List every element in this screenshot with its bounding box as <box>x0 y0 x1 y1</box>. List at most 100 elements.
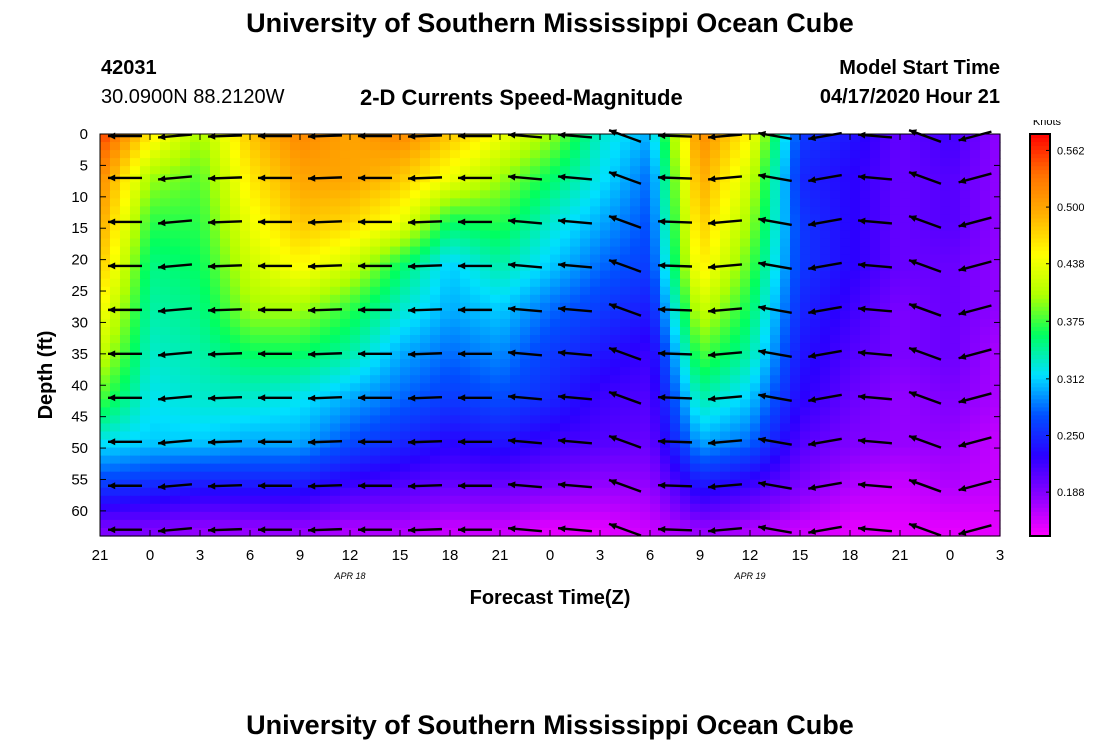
heatmap-cell <box>120 182 131 191</box>
heatmap-cell <box>730 182 741 191</box>
heatmap-cell <box>740 343 751 352</box>
heatmap-cell <box>490 399 501 408</box>
heatmap-cell <box>350 479 361 489</box>
heatmap-cell <box>700 238 711 248</box>
heatmap-cell <box>560 270 571 280</box>
heatmap-cell <box>150 375 161 384</box>
heatmap-cell <box>960 455 971 465</box>
heatmap-cell <box>830 182 841 191</box>
heatmap-cell <box>180 495 191 505</box>
heatmap-cell <box>290 503 301 513</box>
heatmap-cell <box>300 222 311 232</box>
heatmap-cell <box>310 254 321 264</box>
heatmap-cell <box>820 206 831 215</box>
heatmap-cell <box>170 487 181 497</box>
heatmap-cell <box>420 302 431 312</box>
heatmap-cell <box>520 142 531 151</box>
heatmap-cell <box>920 391 931 400</box>
heatmap-cell <box>630 286 641 296</box>
heatmap-cell <box>130 439 141 449</box>
heatmap-cell <box>820 278 831 288</box>
heatmap-cell <box>910 198 921 207</box>
heatmap-cell <box>220 415 231 425</box>
heatmap-cell <box>370 399 381 408</box>
heatmap-cell <box>250 519 261 529</box>
heatmap-cell <box>670 318 681 328</box>
heatmap-cell <box>120 439 131 449</box>
heatmap-cell <box>330 326 341 336</box>
heatmap-cell <box>410 182 421 191</box>
heatmap-cell <box>520 391 531 400</box>
heatmap-cell <box>460 198 471 207</box>
heatmap-cell <box>330 471 341 481</box>
heatmap-cell <box>850 407 861 416</box>
heatmap-cell <box>590 230 601 240</box>
heatmap-cell <box>150 439 161 449</box>
heatmap-cell <box>100 206 111 215</box>
heatmap-cell <box>110 222 121 232</box>
heatmap-cell <box>830 150 841 159</box>
heatmap-cell <box>410 479 421 489</box>
heatmap-cell <box>480 270 491 280</box>
heatmap-cell <box>170 367 181 376</box>
heatmap-cell <box>710 302 721 312</box>
heatmap-cell <box>890 222 901 232</box>
heatmap-cell <box>880 447 891 457</box>
heatmap-cell <box>410 455 421 465</box>
heatmap-cell <box>110 407 121 416</box>
heatmap-cell <box>810 166 821 175</box>
heatmap-cell <box>680 190 691 199</box>
current-vector <box>657 174 693 182</box>
heatmap-cell <box>100 254 111 264</box>
heatmap-cell <box>720 270 731 280</box>
heatmap-cell <box>170 415 181 425</box>
heatmap-cell <box>170 391 181 400</box>
vector-head <box>208 132 216 140</box>
heatmap-cell <box>840 367 851 376</box>
heatmap-cell <box>220 383 231 392</box>
heatmap-cell <box>410 447 421 457</box>
heatmap-cell <box>920 238 931 248</box>
heatmap-cell <box>590 527 601 537</box>
heatmap-cell <box>770 310 781 320</box>
heatmap-cell <box>840 487 851 497</box>
current-vector <box>258 394 292 402</box>
heatmap-cell <box>640 383 651 392</box>
heatmap-cell <box>700 326 711 336</box>
heatmap-cell <box>430 206 441 215</box>
heatmap-cell <box>170 351 181 360</box>
heatmap-cell <box>420 190 431 199</box>
vector-head <box>858 305 866 313</box>
heatmap-cell <box>380 439 391 449</box>
heatmap-cell <box>660 423 671 433</box>
heatmap-cell <box>490 206 501 215</box>
heatmap-cell <box>990 222 1001 232</box>
heatmap-cell <box>930 238 941 248</box>
heatmap-cell <box>300 519 311 529</box>
heatmap-cell <box>480 351 491 360</box>
heatmap-cell <box>500 479 511 489</box>
current-vector <box>808 393 842 403</box>
heatmap-cell <box>470 278 481 288</box>
vector-head <box>358 438 366 446</box>
heatmap-cell <box>750 142 761 151</box>
heatmap-cell <box>900 335 911 344</box>
heatmap-cell <box>980 206 991 215</box>
heatmap-cell <box>340 246 351 256</box>
heatmap-cell <box>890 286 901 296</box>
heatmap-cell <box>130 463 141 473</box>
vector-head <box>408 132 416 140</box>
heatmap-cell <box>260 335 271 344</box>
heatmap-cell <box>210 206 221 215</box>
heatmap-cell <box>180 503 191 513</box>
heatmap-cell <box>330 222 341 232</box>
heatmap-cell <box>310 519 321 529</box>
heatmap-cell <box>580 511 591 521</box>
heatmap-cell <box>950 214 961 224</box>
heatmap-cell <box>370 182 381 191</box>
heatmap-cell <box>200 343 211 352</box>
heatmap-cell <box>930 351 941 360</box>
heatmap-cell <box>630 246 641 256</box>
heatmap-cell <box>340 463 351 473</box>
heatmap-cell <box>560 230 571 240</box>
